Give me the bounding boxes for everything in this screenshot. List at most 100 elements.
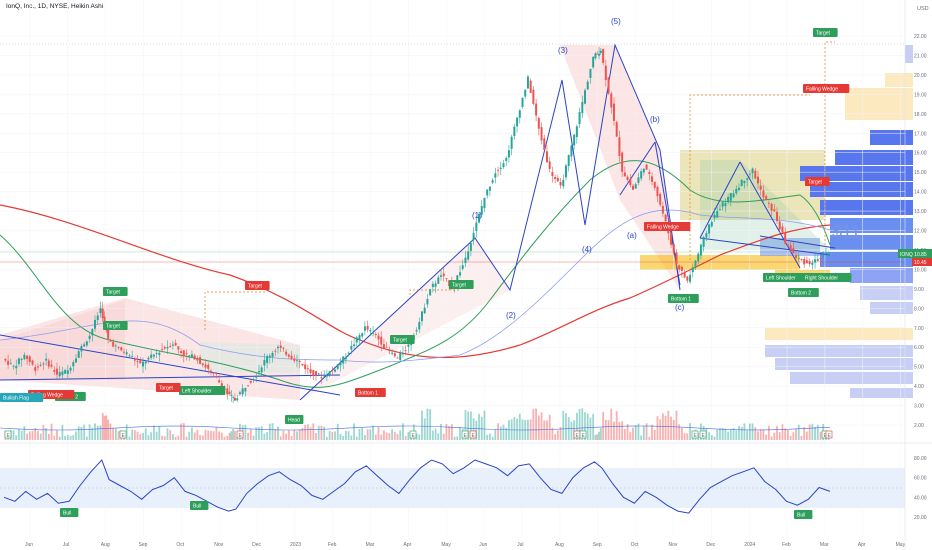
event-marker xyxy=(409,430,417,439)
volume-bar xyxy=(721,428,724,440)
candle-body xyxy=(423,307,426,314)
candle-body xyxy=(12,365,15,367)
pattern-tag: Bottom 1 xyxy=(671,297,691,303)
candle-body xyxy=(434,283,437,287)
candle-body xyxy=(255,376,258,378)
volume-bar xyxy=(776,426,778,440)
candle-body xyxy=(249,380,252,383)
candle-body xyxy=(532,89,535,104)
candle-body xyxy=(795,255,798,258)
volume-bar xyxy=(816,424,819,440)
volume-bar xyxy=(114,428,117,440)
pattern-tag: Target xyxy=(393,338,408,344)
volume-bar xyxy=(296,431,298,440)
volume-bar xyxy=(374,434,377,440)
volume-bar xyxy=(489,433,491,440)
candle-body xyxy=(594,53,597,59)
candle-body xyxy=(80,346,83,352)
candle-body xyxy=(204,364,207,368)
candle-body xyxy=(808,261,811,264)
candle-body xyxy=(564,165,567,178)
candle-body xyxy=(824,253,827,255)
tag-box xyxy=(103,321,128,330)
candle-body xyxy=(91,329,94,336)
tag-box xyxy=(0,393,44,402)
candle-body xyxy=(610,93,613,108)
volume-bar xyxy=(475,420,478,440)
candle-body xyxy=(776,211,779,222)
pattern-zones xyxy=(0,45,913,400)
candle-body xyxy=(120,347,123,351)
candle-body xyxy=(656,186,659,197)
volume-bar xyxy=(345,430,347,440)
candle-body xyxy=(737,187,740,190)
candle-body xyxy=(47,360,50,367)
candle-body xyxy=(180,351,183,354)
volume-bar xyxy=(226,435,229,440)
candle-body xyxy=(559,181,562,186)
candle-body xyxy=(467,251,470,260)
candle-body xyxy=(344,356,347,360)
candle-body xyxy=(789,245,792,252)
candle-body xyxy=(426,298,429,305)
price-tick-label: 8.00 xyxy=(914,306,924,312)
candle-body xyxy=(363,326,366,331)
time-axis[interactable]: Jun Jul Aug Sep Oct Nov Dec 2023 Feb Mar Apr May Jun… xyxy=(25,542,906,548)
time-tick-label: 2024 xyxy=(744,542,755,548)
candle-body xyxy=(521,97,524,107)
pattern-tag: Falling Wedge xyxy=(647,225,679,231)
candle-body xyxy=(637,177,640,183)
candle-body xyxy=(85,341,88,346)
candle-body xyxy=(26,355,29,360)
candle-body xyxy=(103,316,106,323)
volume-bar xyxy=(290,436,293,440)
candle-body xyxy=(686,276,689,281)
candle-body xyxy=(494,173,497,178)
wave-label: (2) xyxy=(506,311,516,320)
candle-body xyxy=(285,351,288,355)
candle-body xyxy=(233,397,236,401)
candle-body xyxy=(713,214,716,219)
pattern-tag: Bottom 1 xyxy=(358,391,378,397)
candle-body xyxy=(497,169,500,171)
volume-bar xyxy=(751,423,754,440)
volume-bar xyxy=(610,408,613,440)
volume-bar xyxy=(334,431,336,440)
candle-body xyxy=(212,372,215,374)
pattern-tag: Target xyxy=(452,283,467,289)
volume-bar xyxy=(147,435,150,440)
tag-box xyxy=(803,84,850,93)
candle-body xyxy=(112,341,115,347)
price-axis[interactable]: 22.00 21.00 20.00 19.00 18.00 17.00 16.00 15.00… xyxy=(914,34,927,429)
candle-body xyxy=(727,196,730,202)
event-marker xyxy=(119,430,127,439)
candle-body xyxy=(185,353,188,355)
candle-body xyxy=(190,354,193,357)
volume-bar xyxy=(301,428,304,440)
volume-bar xyxy=(532,408,535,440)
candle-body xyxy=(209,370,212,372)
volume-bar xyxy=(786,430,789,440)
candle-body xyxy=(336,364,339,369)
event-marker-label: E xyxy=(576,433,580,439)
time-tick-label: Nov xyxy=(214,542,223,548)
volume-bar xyxy=(328,430,331,440)
candle-body xyxy=(163,347,166,349)
volume-bar xyxy=(516,418,518,440)
candle-body xyxy=(404,350,407,351)
volume-bar xyxy=(632,427,634,440)
volume-bar xyxy=(724,428,727,440)
volume-bar xyxy=(182,423,185,440)
candle-body xyxy=(551,171,554,177)
candle-body xyxy=(535,103,538,116)
volume-bar xyxy=(431,430,434,440)
event-marker-label: E xyxy=(239,433,243,439)
candle-body xyxy=(556,177,559,182)
event-marker-label: E xyxy=(694,433,698,439)
candle-body xyxy=(661,206,664,214)
candle-body xyxy=(710,221,713,227)
candle-body xyxy=(816,259,819,261)
volume-bar xyxy=(792,432,795,440)
volume-bar xyxy=(207,430,210,440)
